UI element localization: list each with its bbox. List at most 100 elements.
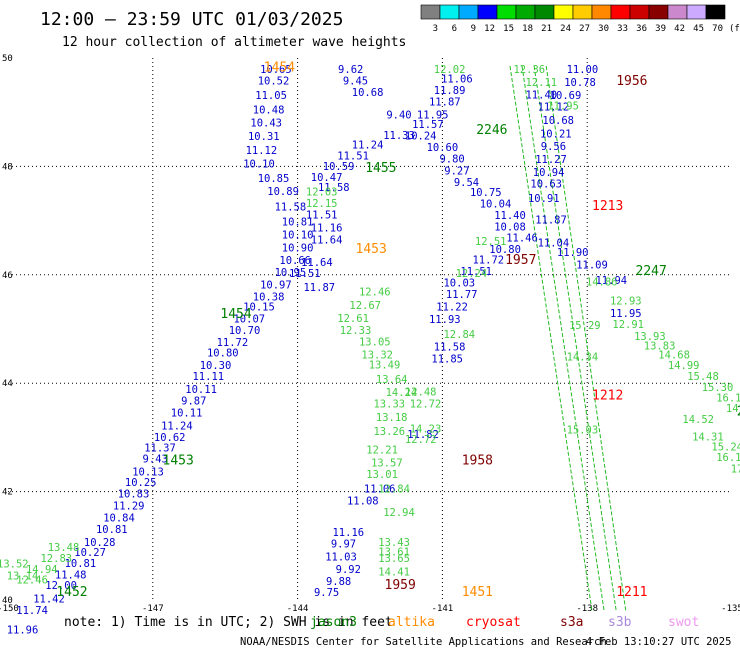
wave-height-value: 10.60 xyxy=(427,142,459,154)
wave-height-value: 10.21 xyxy=(540,129,572,141)
wave-height-value: 11.06 xyxy=(441,73,473,85)
axis-ticks: -150 -147 -144 -141 -138 -135 50 48 46 44 42 40 xyxy=(0,54,740,614)
wave-height-value: 10.10 xyxy=(282,230,314,242)
wave-height-value: 11.87 xyxy=(303,282,335,294)
wave-height-value: 15.24 xyxy=(711,441,740,453)
wave-height-value: 12.02 xyxy=(434,64,466,76)
wave-height-value: 12.46 xyxy=(359,286,391,298)
wave-height-value: 10.81 xyxy=(282,217,314,229)
scale-label: 39 xyxy=(655,24,666,34)
wave-height-value: 13.57 xyxy=(371,458,403,470)
wave-height-value: 14.36 xyxy=(726,403,740,415)
wave-height-value: 14.52 xyxy=(682,414,714,426)
wave-height-value: 12.61 xyxy=(337,313,369,325)
scale-swatch xyxy=(610,4,631,20)
pass-time-label: 1453 xyxy=(356,242,387,257)
wave-height-value: 13.65 xyxy=(378,553,410,565)
wave-height-value: 10.31 xyxy=(248,131,280,143)
wave-height-value: 11.27 xyxy=(535,154,567,166)
wave-height-value: 11.58 xyxy=(318,182,350,194)
wave-height-value: 11.40 xyxy=(525,90,557,102)
wave-height-value: 9.97 xyxy=(331,538,356,550)
wave-height-value: 15.48 xyxy=(687,371,719,383)
wave-height-value: 10.83 xyxy=(118,489,150,501)
wave-height-value: 13.01 xyxy=(366,469,398,481)
y-tick-label: 50 xyxy=(2,54,13,64)
wave-height-value: 11.33 xyxy=(383,130,415,142)
pass-time-label: 1455 xyxy=(365,161,396,176)
wave-height-value: 9.87 xyxy=(181,395,206,407)
wave-height-value: 16.13 xyxy=(716,393,740,405)
wave-height-value: 13.18 xyxy=(376,412,408,424)
wave-height-value: 10.65 xyxy=(260,64,292,76)
pass-time-label: 1451 xyxy=(462,585,493,600)
wave-height-value: 10.28 xyxy=(84,537,116,549)
wave-height-value: 11.05 xyxy=(255,90,287,102)
wave-height-value: 12.93 xyxy=(610,296,642,308)
wave-height-value: 17.15 xyxy=(731,464,740,476)
x-tick-label: -141 xyxy=(432,604,454,614)
wave-height-value: 11.16 xyxy=(332,527,364,539)
wave-height-value: 11.16 xyxy=(311,222,343,234)
wave-height-value: 13.43 xyxy=(378,537,410,549)
wave-height-value: 12.72 xyxy=(410,399,442,411)
wave-height-value: 12.36 xyxy=(513,64,545,76)
satellite-track xyxy=(545,66,627,611)
x-tick-label: -150 xyxy=(0,604,19,614)
wave-height-value: 9.92 xyxy=(336,564,361,576)
wave-height-value: 10.04 xyxy=(480,199,512,211)
footer-credit: NOAA/NESDIS Center for Satellite Applica… xyxy=(240,636,607,648)
satellite-name-s3b: s3b xyxy=(608,615,632,630)
wave-height-value: 11.95 xyxy=(610,308,642,320)
wave-height-value: 12.84 xyxy=(378,484,410,496)
wave-height-value: 12.48 xyxy=(405,387,437,399)
wave-height-value: 14.86 xyxy=(586,277,618,289)
wave-height-value: 10.15 xyxy=(243,302,275,314)
pass-time-label: 1957 xyxy=(505,253,536,268)
satellite-name-altika: altika xyxy=(388,615,435,630)
wave-height-value: 11.96 xyxy=(7,625,39,637)
wave-height-value: 14.68 xyxy=(658,349,690,361)
wave-height-value: 11.03 xyxy=(325,551,357,563)
wave-height-value: 12.21 xyxy=(366,445,398,457)
wave-height-value: 13.05 xyxy=(359,336,391,348)
pass-time-label: 1454 xyxy=(264,61,295,76)
wave-height-value: 14.94 xyxy=(26,564,58,576)
wave-height-value: 10.68 xyxy=(352,87,384,99)
wave-height-value: 9.40 xyxy=(386,110,411,122)
wave-height-value: 13.48 xyxy=(48,542,80,554)
scale-swatch xyxy=(515,4,536,20)
wave-height-value: 11.77 xyxy=(446,289,478,301)
pass-time-label: 1956 xyxy=(616,74,647,89)
y-tick-label: 40 xyxy=(2,596,13,606)
wave-height-value: 11.94 xyxy=(595,275,627,287)
wave-height-value: 11.51 xyxy=(306,209,338,221)
wave-height-value: 10.43 xyxy=(250,117,282,129)
footer-note: note: 1) Time is in UTC; 2) SWH is in fe… xyxy=(64,615,393,630)
scale-label: 3 xyxy=(433,24,438,34)
wave-height-value: 10.62 xyxy=(154,432,186,444)
scale-label: 18 xyxy=(522,24,533,34)
wave-height-value: 10.08 xyxy=(494,221,526,233)
wave-height-value: 10.63 xyxy=(530,179,562,191)
wave-height-value: 11.22 xyxy=(436,302,468,314)
wave-height-value: 10.47 xyxy=(311,172,343,184)
wave-height-value: 11.57 xyxy=(412,119,444,131)
wave-height-value: 13.52 xyxy=(0,559,29,571)
scale-label: 21 xyxy=(541,24,552,34)
wave-height-value: 10.85 xyxy=(258,173,290,185)
satellite-name-swot: swot xyxy=(668,615,699,630)
scale-label: 24 xyxy=(560,24,571,34)
wave-height-value: 13.64 xyxy=(376,374,408,386)
satellite-tracks xyxy=(509,66,627,611)
wave-height-value: 9.54 xyxy=(454,177,479,189)
scale-swatch xyxy=(477,4,498,20)
wave-height-value: 10.38 xyxy=(253,291,285,303)
pass-time-label: 1211 xyxy=(616,585,647,600)
wave-height-value: 12.46 xyxy=(16,575,48,587)
wave-height-value: 12.51 xyxy=(475,236,507,248)
scale-swatch xyxy=(572,4,593,20)
wave-height-value: 11.82 xyxy=(407,429,439,441)
scale-swatch xyxy=(686,4,707,20)
scale-swatch xyxy=(420,4,441,20)
